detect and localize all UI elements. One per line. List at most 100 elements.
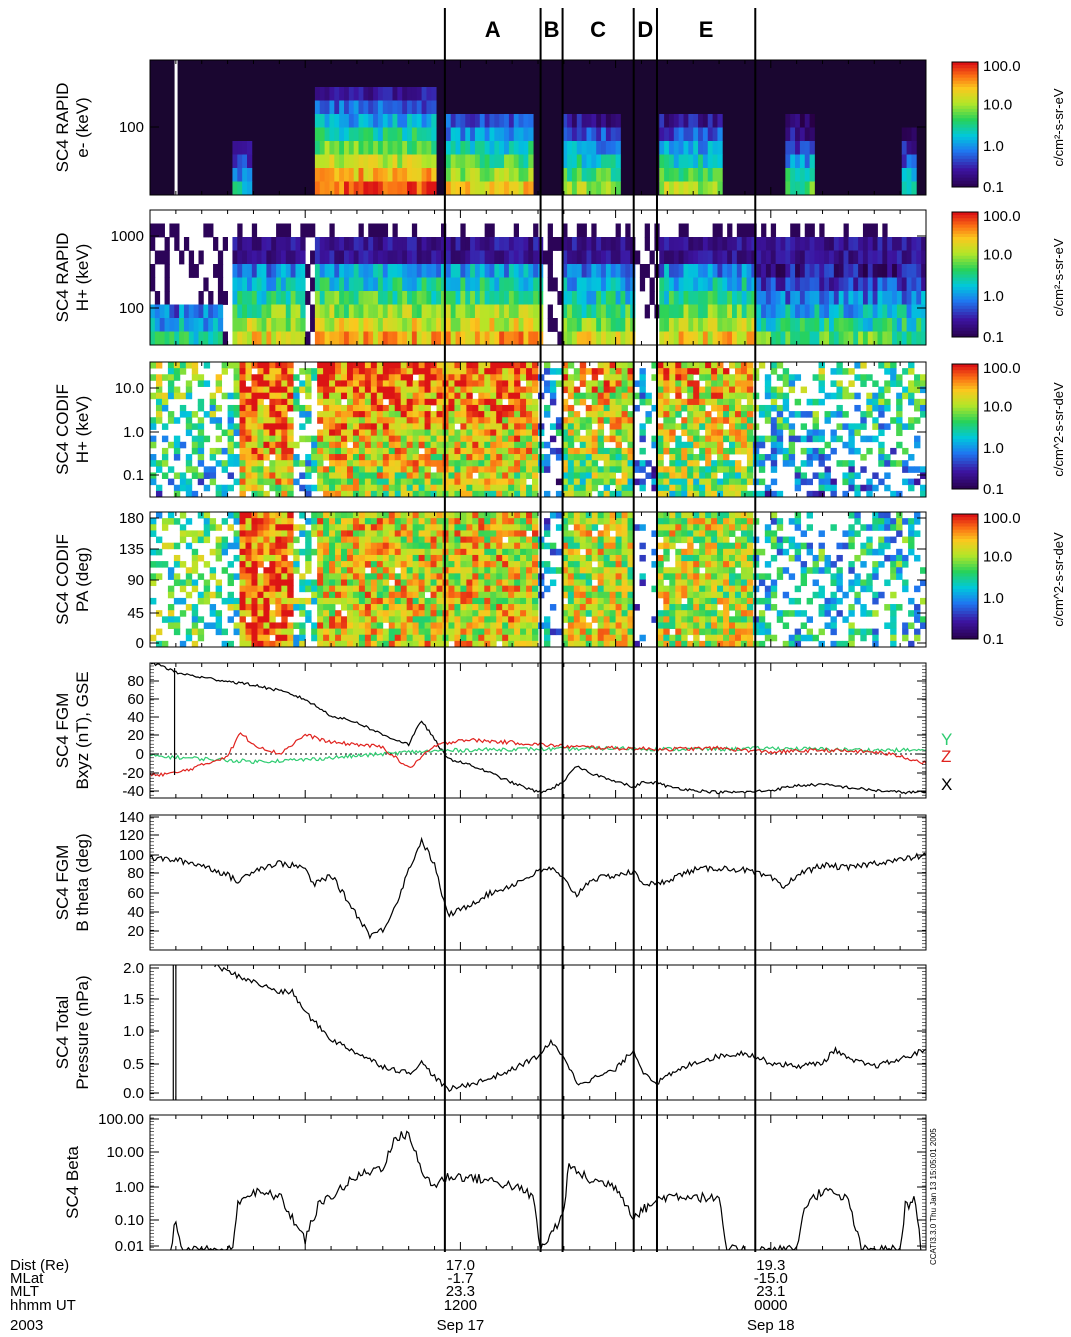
spectrogram-cell — [520, 374, 527, 381]
spectrogram-cell — [436, 512, 443, 519]
spectrogram-cell — [914, 404, 921, 412]
spectrogram-cell — [848, 392, 855, 400]
spectrogram-cell — [293, 554, 300, 562]
spectrogram-cell — [377, 291, 384, 305]
spectrogram-cell — [430, 536, 437, 544]
spectrogram-cell — [872, 417, 879, 424]
spectrogram-cell — [836, 404, 843, 412]
spectrogram-cell — [809, 264, 815, 278]
spectrogram-cell — [533, 304, 539, 319]
spectrogram-cell — [872, 392, 879, 400]
spectrogram-cell — [329, 423, 336, 430]
spectrogram-cell — [756, 331, 762, 345]
spectrogram-cell — [358, 512, 366, 519]
spectrogram-cell — [382, 168, 389, 182]
spectrogram-cell — [474, 318, 481, 332]
spectrogram-cell — [579, 478, 587, 486]
spectrogram-cell — [561, 466, 569, 473]
spectrogram-cell — [421, 264, 427, 278]
spectrogram-cell — [335, 398, 342, 406]
spectrogram-cell — [394, 518, 402, 525]
spectrogram-cell — [382, 634, 390, 642]
spectrogram-cell — [164, 250, 170, 265]
spectrogram-cell — [373, 141, 379, 155]
spectrogram-cell — [239, 447, 246, 455]
spectrogram-cell — [373, 277, 379, 292]
spectrogram-cell — [479, 331, 486, 345]
spectrogram-cell — [448, 398, 455, 406]
spectrogram-cell — [239, 411, 246, 418]
spectrogram-cell — [352, 554, 360, 562]
spectrogram-cell — [400, 536, 408, 544]
spectrogram-cell — [317, 447, 324, 455]
spectrogram-cell — [203, 411, 211, 418]
spectrogram-cell — [448, 524, 455, 531]
spectrogram-cell — [281, 524, 288, 531]
spectrogram-cell — [221, 362, 228, 369]
spectrogram-cell — [370, 484, 378, 492]
spectrogram-cell — [300, 291, 306, 305]
spectrogram-cell — [150, 441, 157, 449]
spectrogram-cell — [669, 447, 676, 455]
spectrogram-cell — [221, 542, 228, 550]
spectrogram-cell — [621, 478, 628, 486]
spectrogram-cell — [639, 478, 646, 486]
spectrogram-cell — [275, 380, 282, 387]
spectrogram-cell — [400, 490, 408, 497]
spectrogram-cell — [150, 634, 157, 642]
spectrogram-cell — [266, 264, 272, 278]
spectrogram-cell — [460, 447, 467, 455]
spectrogram-cell — [341, 417, 348, 424]
spectrogram-cell — [368, 277, 374, 292]
spectrogram-cell — [528, 318, 534, 332]
spectrogram-cell — [239, 524, 246, 531]
spectrogram-cell — [479, 250, 486, 265]
spectrogram-cell — [776, 490, 784, 497]
spectrogram-cell — [911, 277, 917, 292]
spectrogram-cell — [242, 277, 248, 292]
spectrogram-cell — [698, 318, 704, 332]
spectrogram-cell — [668, 168, 675, 182]
spectrogram-cell — [478, 398, 485, 406]
spectrogram-cell — [687, 454, 694, 461]
spectrogram-cell — [179, 561, 187, 568]
spectrogram-cell — [416, 304, 422, 319]
spectrogram-cell — [717, 127, 723, 142]
spectrogram-cell — [150, 304, 156, 319]
spectrogram-cell — [705, 447, 712, 455]
spectrogram-cell — [723, 490, 730, 497]
spectrogram-cell — [370, 640, 378, 647]
spectrogram-cell — [263, 597, 270, 605]
spectrogram-cell — [329, 542, 336, 550]
spectrogram-cell — [723, 374, 730, 381]
spectrogram-cell — [412, 484, 420, 492]
spectrogram-cell — [373, 291, 379, 305]
spectrogram-cell — [269, 435, 276, 443]
spectrogram-cell — [561, 484, 569, 492]
spectrogram-cell — [185, 518, 193, 525]
spectrogram-cell — [430, 429, 437, 437]
spectrogram-cell — [795, 237, 801, 251]
spectrogram-cell — [339, 114, 345, 128]
spectrogram-cell — [377, 168, 384, 182]
spectrogram-cell — [412, 466, 420, 473]
spectrogram-cell — [353, 154, 359, 169]
spectrogram-cell — [346, 622, 354, 629]
spectrogram-cell — [227, 616, 234, 623]
spectrogram-cell — [659, 318, 665, 332]
spectrogram-cell — [734, 460, 742, 467]
spectrogram-cell — [339, 250, 345, 265]
spectrogram-cell — [597, 392, 605, 400]
spectrogram-cell — [406, 441, 414, 449]
spectrogram-cell — [317, 591, 324, 599]
spectrogram-cell — [722, 237, 728, 251]
spectrogram-cell — [400, 585, 408, 593]
spectrogram-cell — [906, 331, 912, 345]
spectrogram-cell — [418, 518, 425, 525]
spectrogram-cell — [245, 392, 252, 400]
spectrogram-cell — [669, 423, 676, 430]
spectrogram-cell — [688, 237, 694, 251]
spectrogram-cell — [794, 484, 802, 492]
spectrogram-cell — [746, 362, 754, 369]
spectrogram-cell — [436, 622, 443, 629]
